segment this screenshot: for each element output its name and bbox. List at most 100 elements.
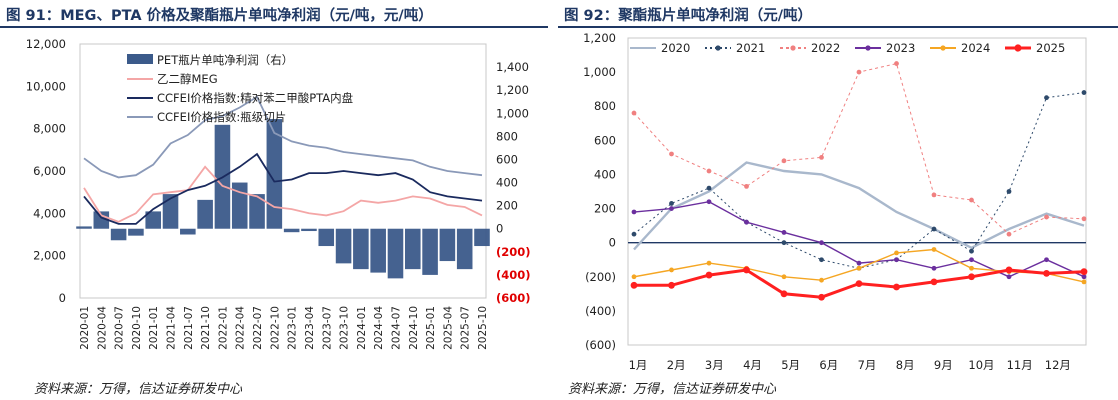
marker-2021 [1044,95,1049,101]
x-tick-label: 2024-04 [373,306,385,350]
marker-2022 [894,61,899,66]
y-tick-label: (400) [585,304,616,318]
legend-swatch-bar [127,54,153,64]
marker-2022 [1006,231,1012,237]
left-y-tick-label: 10,000 [26,79,66,93]
x-tick-label: 2020-07 [114,306,126,350]
marker-2025 [1080,268,1088,276]
profit-bar [439,228,456,262]
left-chart: 0 2,000 4,000 6,000 8,000 10,000 12,000 (600) (4… [26,37,531,350]
marker-2025 [705,271,713,279]
marker-2023 [819,240,824,246]
profit-bar [93,211,110,229]
marker-2022 [931,192,937,198]
marker-2025 [743,266,750,274]
marker-2021 [706,185,712,191]
marker-2023 [894,257,899,263]
marker-2021 [1081,90,1087,95]
right-y-tick-label: 1,400 [496,60,529,74]
left-plot-frame [79,43,487,299]
legend-marker [715,45,721,51]
series-line-2021 [633,92,1085,269]
right-panel: 图 92：聚酯瓶片单吨净利润（元/吨） (600) (400) (200) 0 200 4… [558,0,1118,400]
right-y-tick-label: 400 [496,176,518,190]
marker-2022 [969,197,974,203]
profit-bar [301,228,317,232]
x-tick-label: 2022-07 [252,306,264,350]
marker-2025 [668,281,675,289]
left-y-tick-label: 8,000 [33,122,66,136]
month-tick-label: 3月 [705,358,724,372]
marker-2022 [1081,216,1087,222]
profit-bar [422,228,438,275]
marker-2024 [969,265,974,271]
marker-2024 [669,267,674,273]
legend-label: 2021 [736,41,765,55]
x-tick-label: 2023-01 [287,306,299,350]
x-tick-label: 2020-04 [96,306,108,350]
right-y-tick-label: 0 [496,222,503,236]
marker-2022 [856,69,862,75]
profit-bar [353,228,369,270]
marker-2024 [931,247,937,252]
profit-bar [370,228,386,273]
legend-label: 2024 [961,41,990,55]
legend-marker [940,45,946,51]
profit-bar [404,228,421,270]
marker-2025 [630,281,638,289]
profit-bar [318,228,335,247]
marker-2023 [744,219,749,225]
x-tick-label: 2021-10 [200,306,212,350]
legend-marker [790,45,796,51]
marker-2025 [930,278,938,286]
legend-marker [865,45,871,51]
marker-2022 [781,158,787,164]
month-tick-label: 12月 [1045,358,1071,372]
left-title-rule [0,26,548,28]
marker-2023 [706,199,712,205]
marker-2025 [1043,269,1050,277]
profit-bar [145,211,162,229]
profit-bar [128,228,144,236]
left-y-tick-label: 4,000 [33,206,66,220]
marker-2022 [706,168,712,174]
right-title-rule [558,26,1118,28]
legend-label: 2023 [886,41,915,55]
right-chart: (600) (400) (200) 0 200 400 600 800 1,000 1,200 1月… [583,31,1088,372]
marker-2025 [855,280,863,287]
x-tick-label: 2021-04 [166,306,178,350]
month-tick-label: 4月 [743,358,762,372]
legend-marker [1014,44,1022,52]
marker-2023 [631,209,637,215]
x-tick-label: 2022-01 [217,306,229,350]
marker-2021 [669,201,674,206]
marker-2021 [781,240,787,246]
profit-bar [231,182,248,229]
month-tick-label: 6月 [819,358,838,372]
marker-2022 [744,183,749,189]
right-y-tick-label: 600 [496,152,518,166]
x-tick-label: 2025-04 [442,306,454,350]
month-tick-label: 5月 [781,358,800,372]
y-tick-label: 800 [594,99,616,113]
marker-2025 [818,293,825,301]
x-tick-label: 2025-07 [460,306,472,350]
marker-2021 [969,248,974,254]
marker-2021 [631,231,637,237]
month-tick-label: 7月 [858,358,877,372]
series-line-3 [83,95,483,179]
x-tick-label: 2023-10 [339,306,351,350]
marker-2024 [1081,279,1087,285]
profit-bar [180,228,196,235]
profit-bar [162,194,179,229]
left-source: 资料来源：万得，信达证券研发中心 [34,382,243,397]
month-tick-label: 2月 [667,358,686,372]
left-panel: 图 91：MEG、PTA 价格及聚酯瓶片单吨净利润（元/吨，元/吨） 0 2,00… [0,0,548,400]
right-y-tick-label: (400) [496,268,531,282]
profit-bar [335,228,352,264]
x-tick-label: 2025-01 [425,306,437,350]
series-line-2 [83,152,483,225]
month-tick-label: 1月 [629,358,648,372]
profit-bar [76,226,92,229]
legend-label: 乙二醇MEG [157,72,218,86]
